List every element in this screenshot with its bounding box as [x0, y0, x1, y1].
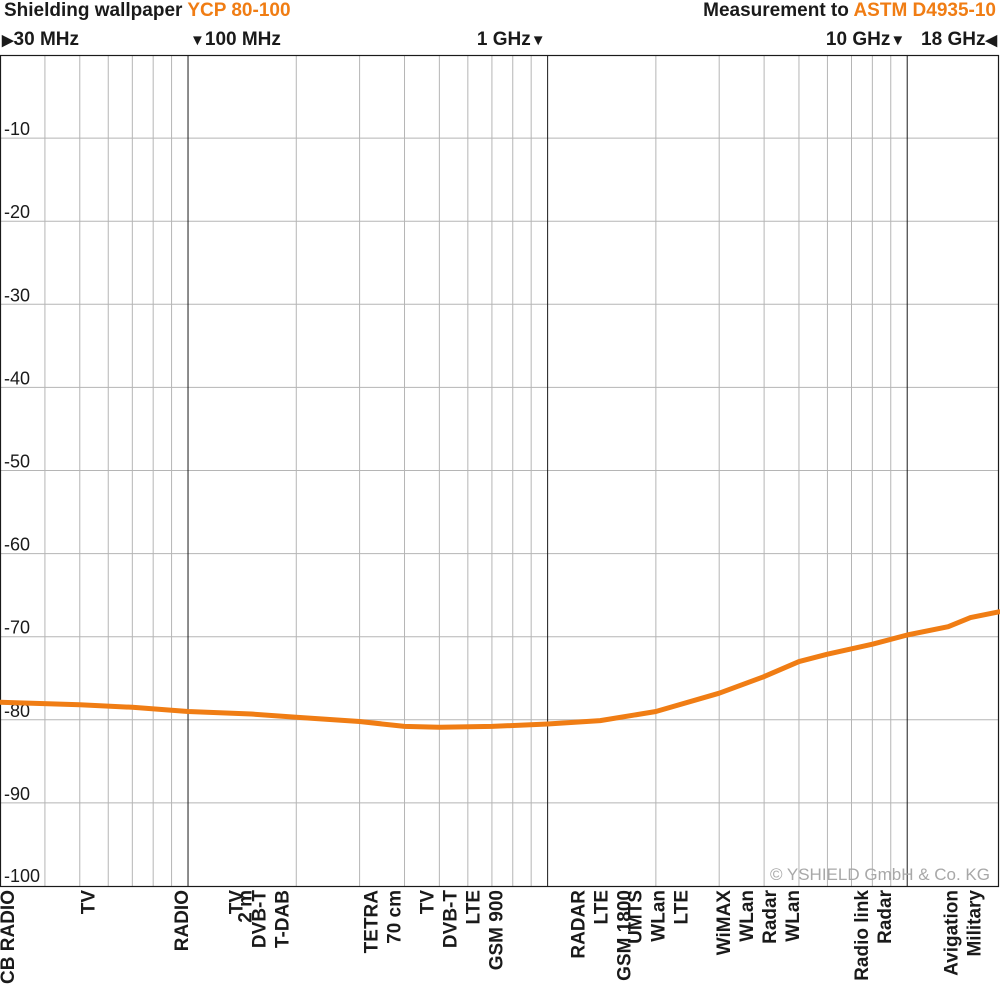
band-label: Radar: [875, 889, 896, 943]
band-label: TV: [79, 890, 100, 915]
shielding-curve: [0, 609, 1000, 730]
title-product: YCP 80-100: [187, 0, 291, 21]
y-tick-label: -40: [4, 368, 30, 388]
y-tick-label: -30: [4, 285, 30, 305]
band-label: DVB-T: [441, 890, 462, 948]
band-label: LTE: [672, 890, 693, 924]
y-tick-label: -70: [4, 618, 30, 638]
band-label: T-DAB: [272, 890, 293, 948]
freq-marker-label: ▶30 MHz: [1, 29, 79, 50]
y-tick-label: -10: [4, 119, 30, 139]
y-tick-label: -50: [4, 452, 30, 472]
band-label: TV: [418, 890, 439, 915]
band-label: WiMAX: [714, 890, 735, 956]
band-label: 2 m: [235, 890, 256, 923]
band-label: GSM 1800: [615, 890, 636, 981]
band-label: GSM 900: [487, 890, 508, 970]
band-label: CB RADIO: [0, 890, 19, 984]
chart-title: Shielding wallpaper YCP 80-100: [4, 0, 291, 22]
freq-marker-label: 10 GHz▼: [826, 29, 905, 50]
band-label: RADIO: [172, 890, 193, 951]
y-tick-label: -100: [4, 866, 40, 886]
band-label: LTE: [464, 890, 485, 924]
band-label: Avigation: [942, 890, 963, 976]
y-tick-label: -20: [4, 202, 30, 222]
y-tick-label: -90: [4, 784, 30, 804]
band-label: Radar: [760, 889, 781, 943]
plot-frame: [0, 54, 1000, 888]
copyright-text: © YSHIELD GmbH & Co. KG: [770, 865, 990, 884]
band-label: TETRA: [362, 890, 383, 954]
title-prefix: Shielding wallpaper: [4, 0, 188, 21]
y-tick-label: -60: [4, 535, 30, 555]
band-label: WLan: [649, 890, 670, 942]
band-label: RADAR: [569, 890, 590, 959]
band-label: Military: [965, 890, 986, 957]
band-label: TV: [226, 890, 247, 915]
band-label: UMTS: [626, 890, 647, 944]
freq-marker-label: 1 GHz▼: [477, 29, 546, 50]
measure-prefix: Measurement to: [703, 0, 854, 21]
band-label: WLan: [783, 890, 804, 942]
y-tick-label: -80: [4, 701, 30, 721]
band-label: WLan: [737, 890, 758, 942]
measure-standard: ASTM D4935-10: [853, 0, 996, 21]
band-label: LTE: [592, 890, 613, 924]
freq-marker-label: ▼100 MHz: [190, 29, 281, 50]
measurement-note: Measurement to ASTM D4935-10: [703, 0, 996, 22]
band-label: DVB-T: [249, 890, 270, 948]
band-label: 70 cm: [385, 890, 406, 944]
band-label: Radio link: [852, 890, 873, 981]
freq-marker-label: 18 GHz◀: [921, 29, 997, 50]
